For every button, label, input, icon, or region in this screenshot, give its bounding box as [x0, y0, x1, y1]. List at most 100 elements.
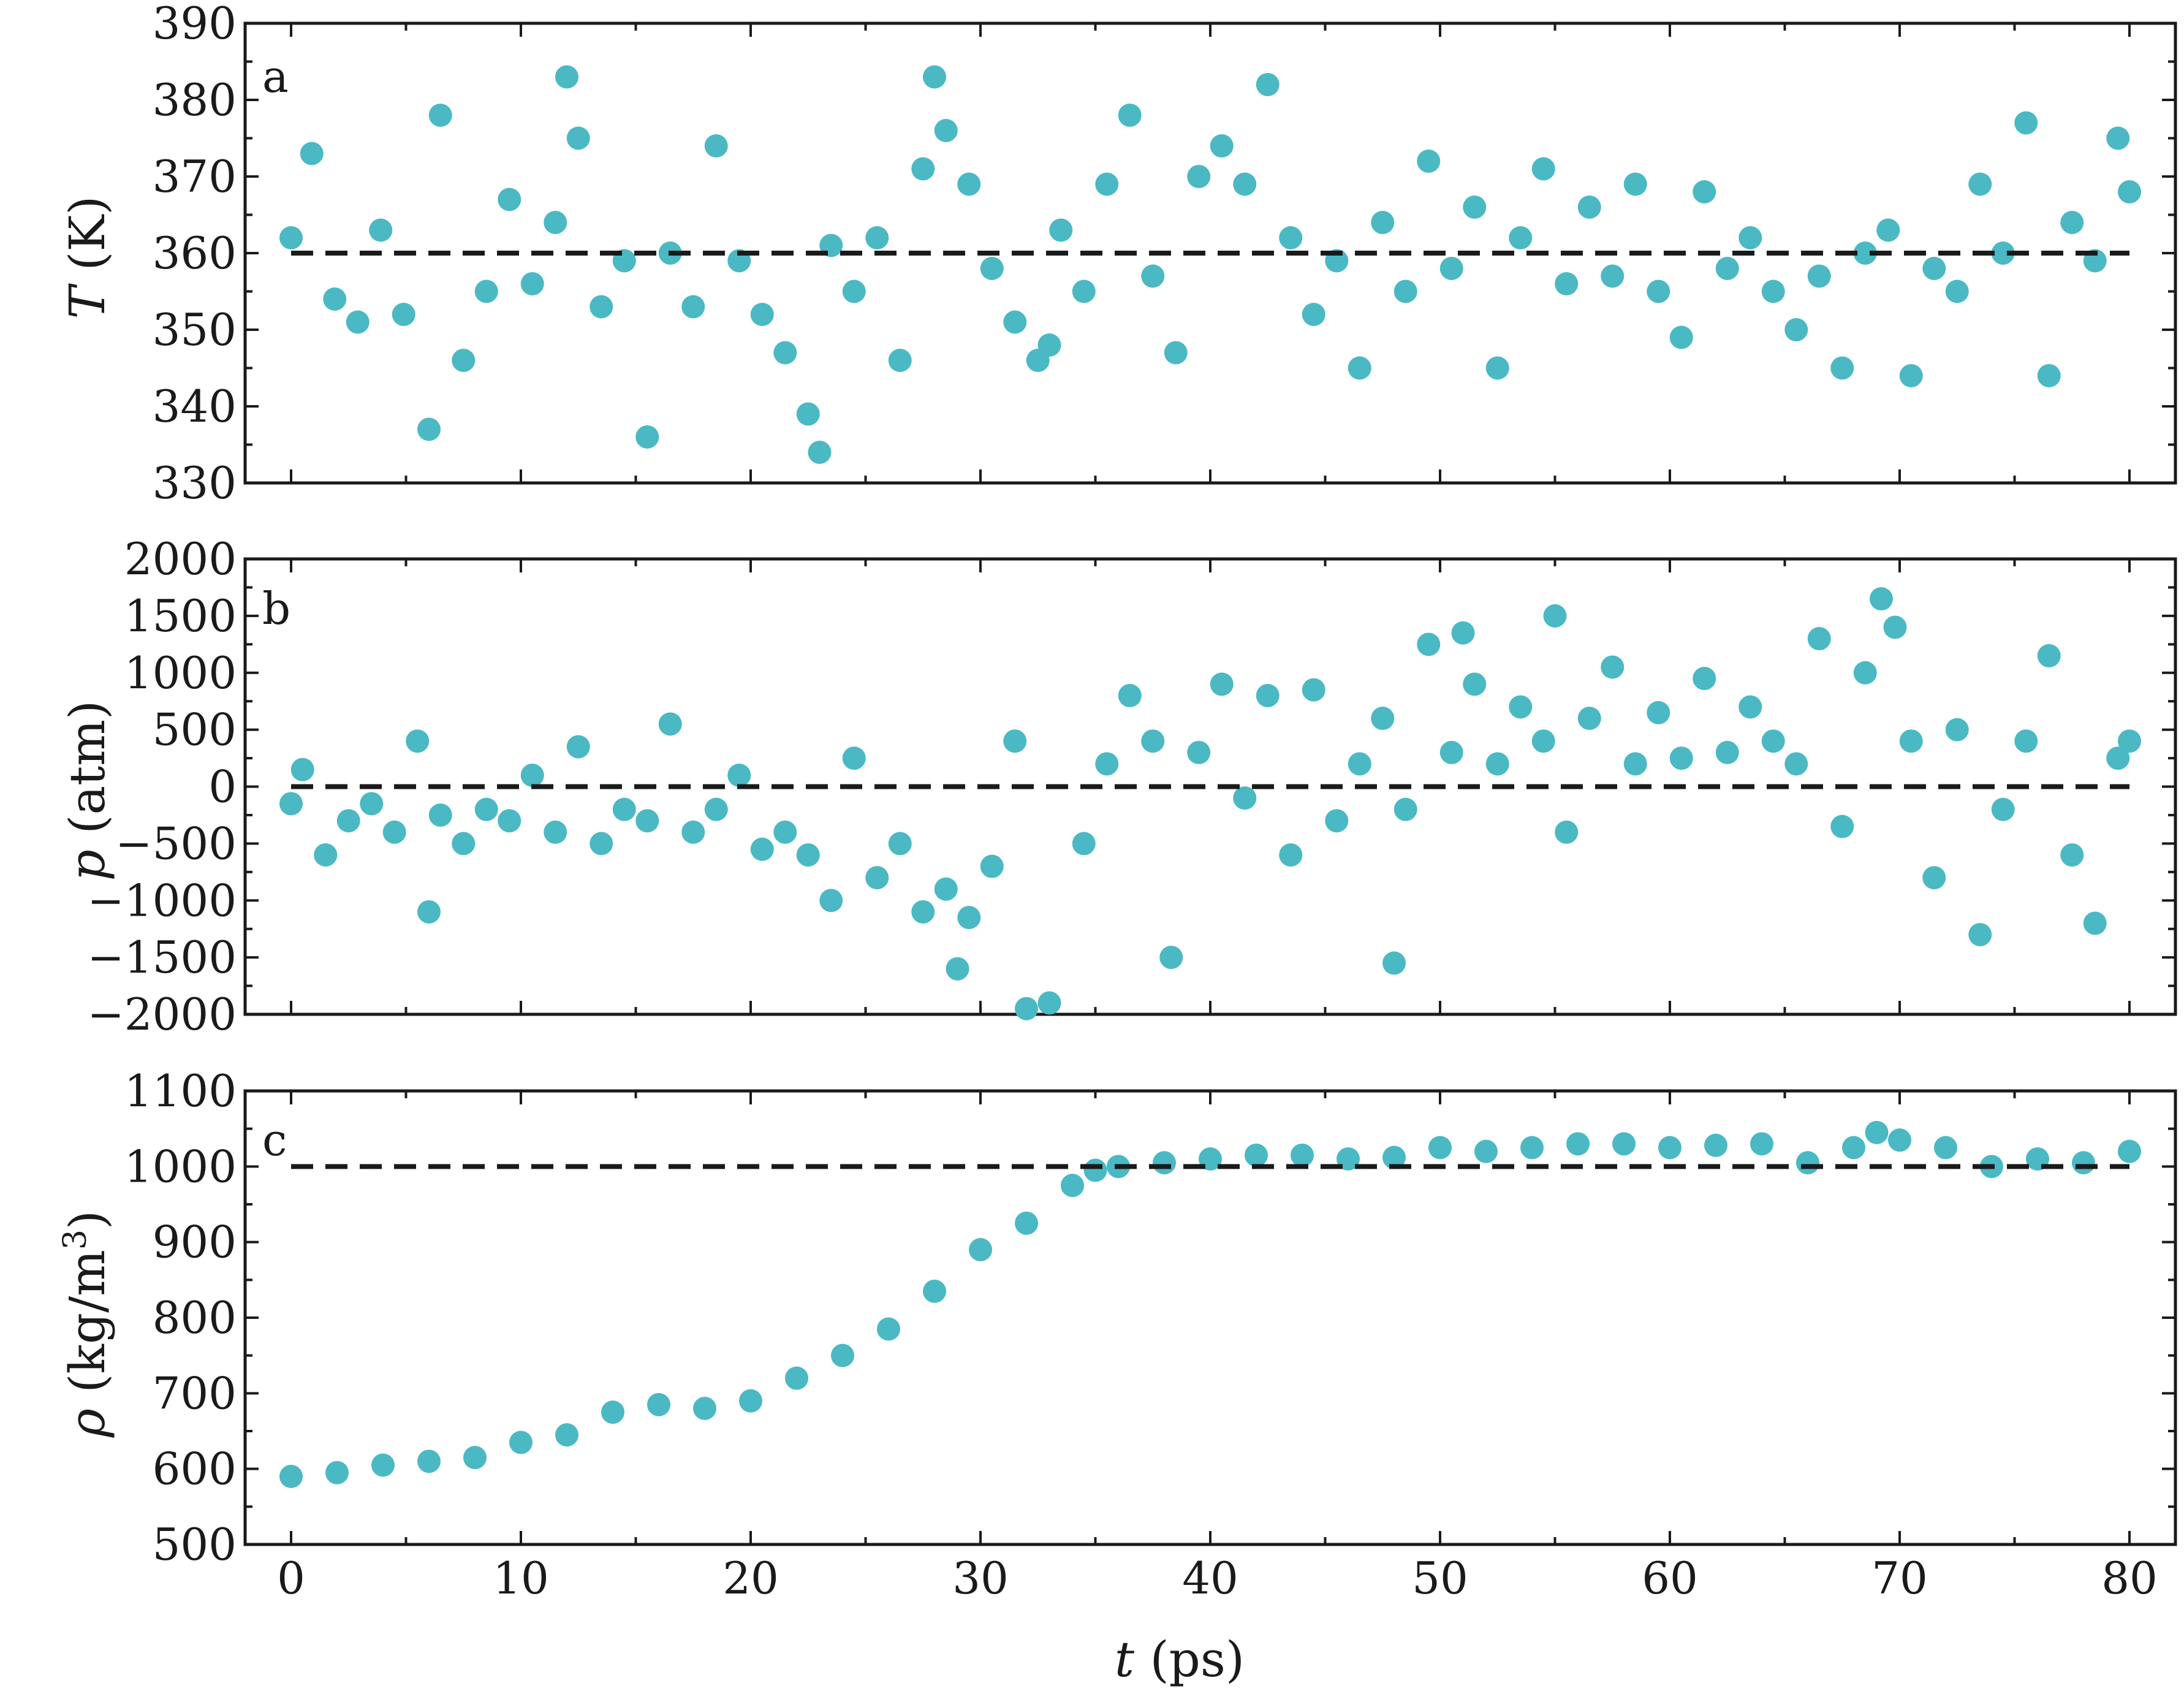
y-tick-label: 1500	[124, 590, 237, 642]
data-point	[290, 758, 314, 781]
data-point	[934, 877, 958, 901]
data-point	[1853, 241, 1877, 265]
x-tick-label: 80	[2101, 1552, 2158, 1604]
data-point	[888, 832, 912, 856]
data-point	[1439, 257, 1463, 280]
data-point	[911, 900, 935, 924]
data-point	[1830, 356, 1854, 380]
x-tick-label: 10	[493, 1552, 549, 1604]
y-tick-label: 500	[153, 1519, 237, 1570]
data-point	[1037, 333, 1061, 357]
data-point	[2083, 911, 2107, 935]
data-point	[1233, 786, 1257, 810]
data-point	[681, 295, 705, 319]
data-point	[417, 1449, 441, 1473]
data-point	[509, 1430, 533, 1454]
data-point	[957, 906, 981, 930]
x-tick-label: 50	[1412, 1552, 1468, 1604]
data-point	[1865, 1120, 1889, 1144]
data-point	[1095, 172, 1119, 196]
x-tick-label: 20	[722, 1552, 779, 1604]
y-axis-symbol: T	[59, 283, 116, 319]
data-point	[1118, 104, 1142, 127]
y-tick-label: 0	[208, 761, 237, 813]
data-point	[1159, 946, 1183, 970]
data-point	[946, 957, 969, 981]
y-tick-label: 900	[153, 1217, 237, 1268]
data-point	[1870, 587, 1893, 611]
data-point	[1279, 226, 1303, 249]
x-axis-symbol: t	[1115, 1631, 1135, 1688]
data-point	[2060, 211, 2084, 234]
x-axis-label: t (ps)	[1115, 1631, 1245, 1688]
data-point	[1647, 701, 1670, 724]
data-point	[1118, 683, 1142, 707]
data-point	[1141, 729, 1165, 753]
x-axis-unit: (ps)	[1134, 1631, 1245, 1688]
data-point	[1003, 729, 1027, 753]
data-point	[360, 792, 384, 816]
panel-label-a: a	[262, 51, 289, 102]
data-point	[1555, 272, 1579, 295]
data-point	[1704, 1133, 1727, 1157]
y-axis-unit: (atm)	[59, 701, 116, 850]
data-point	[428, 803, 452, 827]
data-point	[1417, 150, 1441, 173]
data-point	[727, 763, 751, 787]
data-point	[1451, 621, 1475, 645]
x-tick-label: 60	[1642, 1552, 1698, 1604]
data-point	[1210, 134, 1234, 158]
data-point	[1922, 257, 1946, 280]
data-point	[2037, 364, 2061, 387]
y-axis-label-pressure: p (atm)	[59, 701, 116, 881]
data-point	[1463, 672, 1487, 696]
data-point	[1302, 303, 1325, 326]
data-point	[1968, 922, 1992, 946]
data-point	[1601, 264, 1625, 288]
y-tick-label: 800	[153, 1292, 237, 1343]
data-point	[1991, 797, 2015, 821]
data-point	[704, 134, 728, 158]
data-point	[785, 1366, 808, 1390]
data-point	[796, 843, 820, 867]
data-point	[957, 172, 981, 196]
data-point	[463, 1446, 487, 1470]
y-tick-label: 1000	[124, 647, 237, 699]
data-point	[877, 1317, 900, 1341]
data-point	[1279, 843, 1303, 867]
data-point	[1153, 1151, 1176, 1175]
data-point	[934, 119, 958, 142]
data-point	[1485, 752, 1509, 776]
data-point	[601, 1400, 624, 1424]
data-point	[279, 1465, 303, 1488]
data-point	[2037, 644, 2061, 667]
data-point	[1382, 1145, 1406, 1169]
data-point	[2014, 111, 2038, 135]
data-point	[1945, 279, 1969, 303]
data-point	[428, 104, 452, 127]
data-point	[831, 1343, 854, 1367]
data-point	[314, 843, 338, 867]
data-point	[1577, 196, 1601, 219]
data-point	[1934, 1136, 1957, 1160]
data-point	[1164, 341, 1188, 365]
data-point	[2118, 180, 2141, 203]
data-point	[969, 1238, 992, 1261]
data-point	[590, 295, 613, 319]
data-point	[544, 820, 567, 844]
data-point	[1291, 1143, 1314, 1167]
data-point	[1807, 264, 1831, 288]
data-point	[1072, 832, 1096, 856]
data-point	[2106, 126, 2130, 150]
data-point	[1348, 752, 1371, 776]
data-point	[1463, 196, 1487, 219]
data-point	[819, 889, 843, 913]
data-point	[1509, 695, 1533, 719]
data-point	[1876, 218, 1900, 242]
y-tick-label: 1000	[124, 1141, 237, 1192]
data-point	[279, 792, 303, 816]
data-point	[566, 126, 590, 150]
y-tick-label: 340	[153, 381, 237, 432]
data-point	[750, 837, 774, 861]
data-point	[1543, 604, 1567, 628]
